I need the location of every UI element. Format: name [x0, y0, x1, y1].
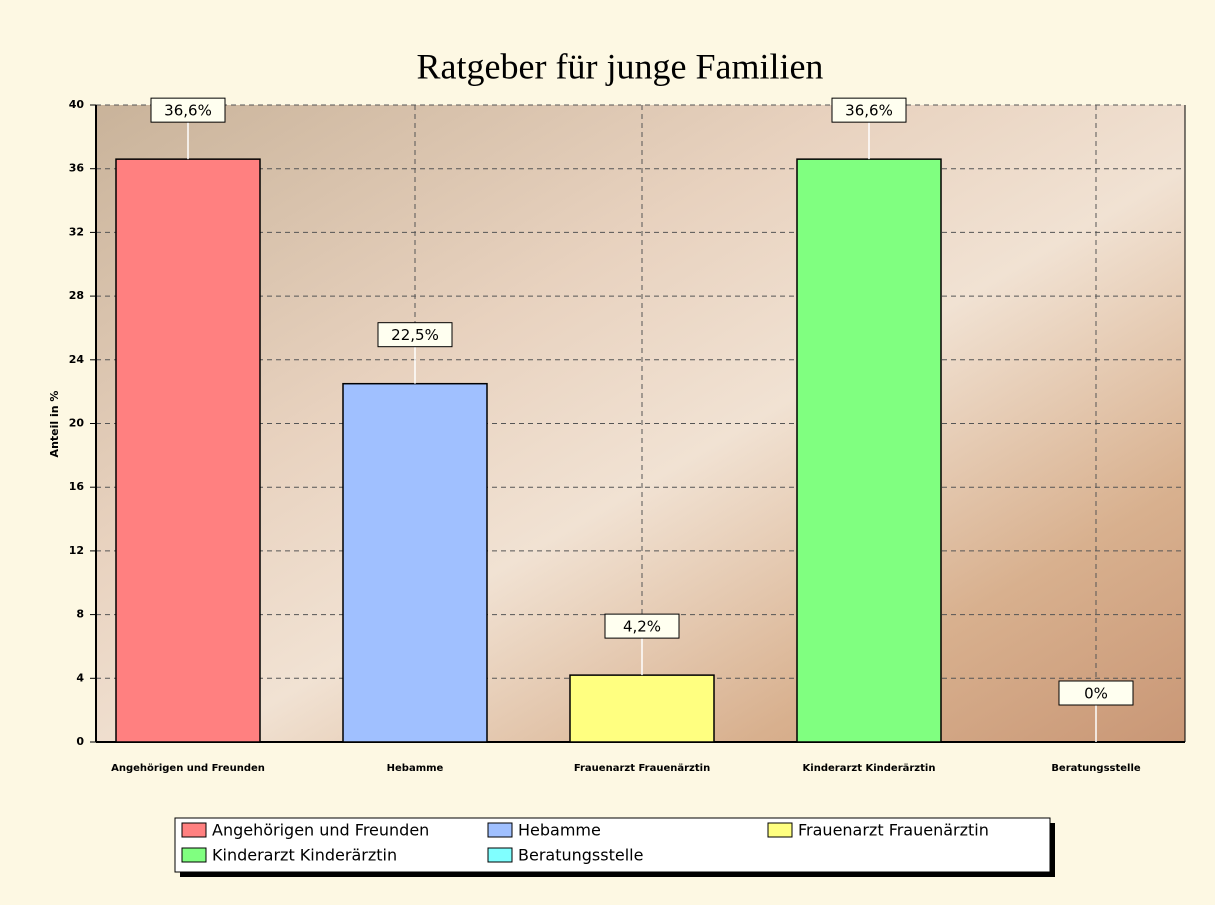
- x-tick-label: Kinderarzt Kinderärztin: [803, 763, 936, 774]
- legend-swatch: [488, 823, 512, 837]
- y-tick-label: 28: [69, 289, 84, 302]
- value-label: 4,2%: [623, 618, 661, 636]
- y-tick-label: 24: [69, 353, 85, 366]
- y-tick-label: 8: [76, 608, 84, 621]
- x-tick-label: Hebamme: [387, 763, 444, 774]
- legend-label: Angehörigen und Freunden: [212, 821, 429, 840]
- y-tick-label: 36: [69, 162, 85, 175]
- y-tick-label: 16: [69, 480, 85, 493]
- y-tick-label: 32: [69, 225, 84, 238]
- legend-label: Kinderarzt Kinderärztin: [212, 846, 397, 865]
- value-label: 36,6%: [164, 102, 212, 120]
- y-tick-label: 0: [76, 735, 84, 748]
- bar: [116, 159, 260, 742]
- page: Ratgeber für junge Familien Anteil in % …: [0, 0, 1215, 905]
- x-tick-label: Angehörigen und Freunden: [111, 763, 265, 774]
- legend-label: Beratungsstelle: [518, 846, 643, 865]
- legend-label: Frauenarzt Frauenärztin: [798, 821, 989, 840]
- legend-label: Hebamme: [518, 821, 601, 840]
- y-tick-label: 4: [76, 671, 84, 684]
- legend-swatch: [488, 848, 512, 862]
- bar: [570, 675, 714, 742]
- x-tick-label: Frauenarzt Frauenärztin: [574, 763, 710, 774]
- x-tick-label: Beratungsstelle: [1051, 763, 1141, 774]
- chart: Ratgeber für junge Familien Anteil in % …: [0, 0, 1215, 905]
- bar: [797, 159, 941, 742]
- legend-swatch: [768, 823, 792, 837]
- y-tick-label: 40: [69, 98, 85, 111]
- value-label: 36,6%: [845, 102, 893, 120]
- y-axis-label: Anteil in %: [48, 391, 61, 458]
- bar: [343, 384, 487, 742]
- chart-title: Ratgeber für junge Familien: [417, 46, 824, 86]
- value-label: 0%: [1084, 685, 1108, 703]
- y-tick-label: 20: [69, 417, 85, 430]
- value-label: 22,5%: [391, 326, 439, 344]
- legend-swatch: [182, 823, 206, 837]
- legend-swatch: [182, 848, 206, 862]
- y-tick-label: 12: [69, 544, 84, 557]
